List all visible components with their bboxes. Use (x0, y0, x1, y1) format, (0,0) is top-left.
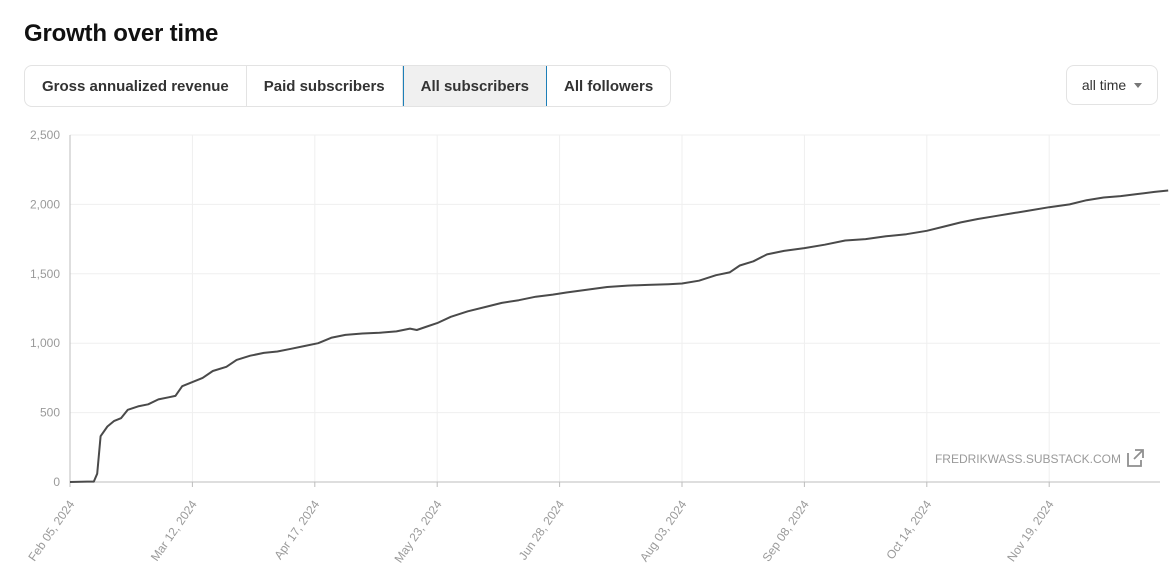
x-tick-label: Jun 28, 2024 (516, 497, 567, 562)
caret-down-icon (1134, 82, 1143, 88)
page-title: Growth over time (24, 20, 219, 47)
x-tick-label: Mar 12, 2024 (148, 497, 200, 563)
x-tick-label: Feb 05, 2024 (25, 497, 77, 563)
x-tick-label: May 23, 2024 (391, 497, 444, 565)
source-label: FREDRIKWASS.SUBSTACK.COM (935, 452, 1121, 466)
tab-paid-subscribers[interactable]: Paid subscribers (247, 66, 403, 106)
tab-all-followers[interactable]: All followers (564, 77, 654, 95)
series-layer (69, 189, 1169, 483)
x-tick-label: Nov 19, 2024 (1004, 497, 1057, 564)
tab-gross-annualized-revenue[interactable]: Gross annualized revenue (25, 66, 247, 106)
time-range-value: all time (1081, 77, 1127, 93)
y-tick-label: 2,000 (30, 197, 60, 211)
y-tick-label: 1,500 (30, 267, 60, 281)
y-tick-label: 1,000 (30, 336, 60, 350)
x-tick-labels: Feb 05, 2024 Mar 12, 2024 Apr 17, 2024 May … (25, 497, 1056, 565)
external-link-icon[interactable] (1127, 449, 1144, 467)
x-tick-label: Sep 08, 2024 (759, 497, 812, 564)
axes (69, 135, 1160, 487)
x-tick-label: Aug 03, 2024 (637, 497, 690, 564)
tab-all-subscribers[interactable]: All subscribers (402, 66, 548, 106)
metric-tabs: Gross annualized revenue Paid subscriber… (24, 65, 672, 107)
y-tick-label: 2,500 (30, 128, 60, 142)
time-range-select[interactable]: all time (1066, 65, 1158, 105)
y-tick-labels: 0 500 1,000 1,500 2,000 2,500 (30, 128, 60, 489)
growth-chart: 0 500 1,000 1,500 2,000 2,500 Feb 05, 2024 Mar… (25, 128, 1169, 565)
x-tick-label: Oct 14, 2024 (883, 497, 934, 562)
x-tick-label: Apr 17, 2024 (271, 497, 322, 562)
y-tick-label: 500 (40, 406, 60, 420)
y-tick-label: 0 (53, 475, 60, 489)
grid-lines (70, 134, 1160, 482)
all-subscribers-line (69, 189, 1169, 483)
